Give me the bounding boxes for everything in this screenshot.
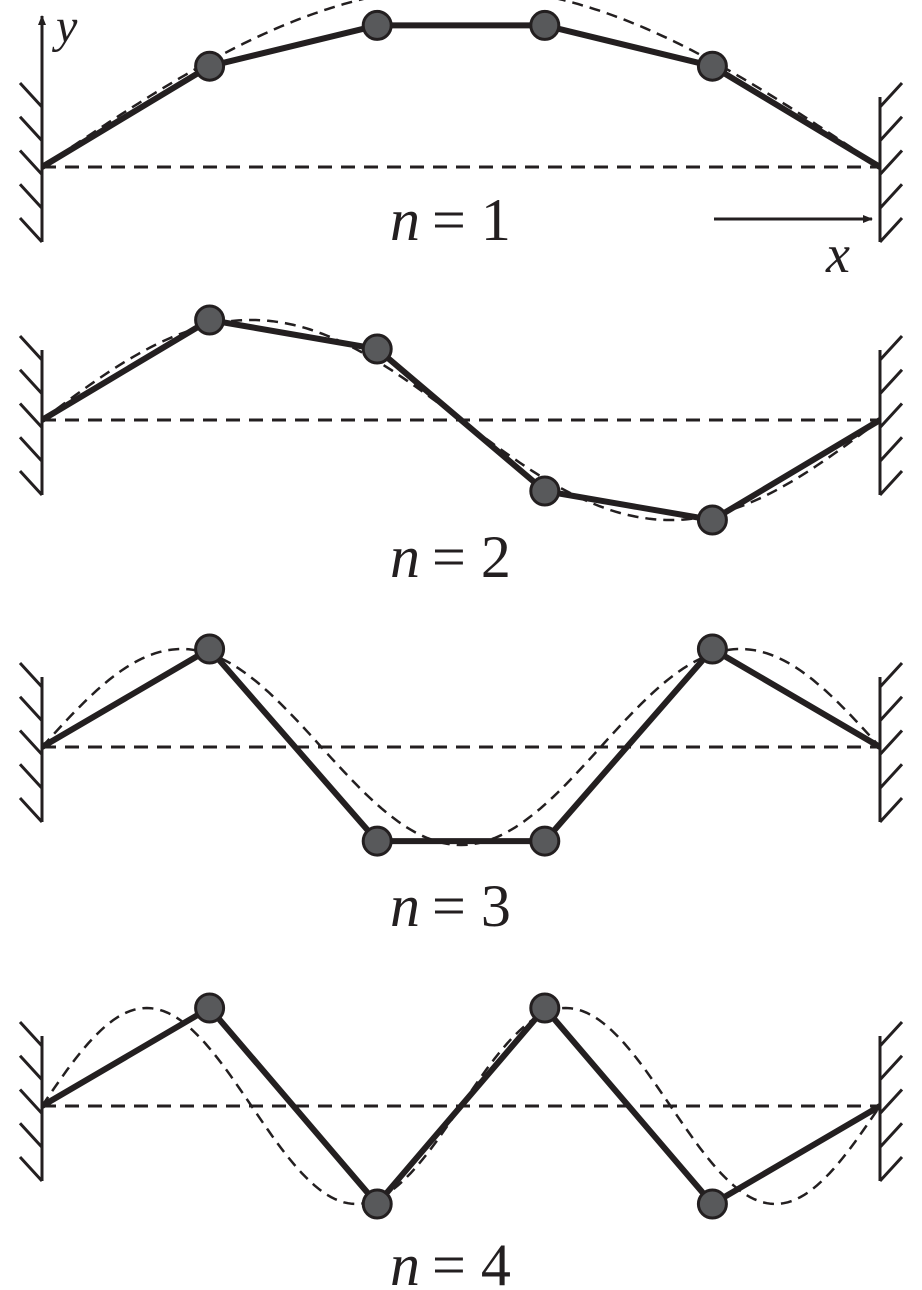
bead-2-3 (529, 475, 561, 507)
bead-1-3 (529, 9, 561, 41)
string-polyline-1 (40, 22, 882, 170)
right-wall-3 (878, 661, 904, 824)
right-wall-1-hatch (878, 149, 904, 176)
left-wall-3-hatch (18, 661, 44, 689)
left-wall-4-hatch (18, 1020, 44, 1048)
left-wall-3 (18, 661, 44, 824)
mode-label-n-2: n (390, 524, 420, 590)
left-wall-1-hatch (18, 115, 44, 142)
left-wall-1-hatch (18, 216, 44, 244)
mode-label-n-3: n (390, 873, 420, 939)
bead-4-3 (529, 992, 561, 1024)
mode-panel-4: n = 4 (18, 992, 904, 1290)
left-wall-1-hatch (18, 81, 44, 109)
right-wall-2-hatch (878, 368, 904, 395)
left-wall-2-hatch (18, 334, 44, 362)
right-wall-2-hatch (878, 334, 904, 362)
bead-1-1 (194, 50, 226, 82)
mode-panel-2: n = 2 (18, 304, 904, 590)
bead-4-2 (361, 1188, 393, 1220)
mode-label-3: n = 3 (390, 873, 511, 939)
bead-4-4 (696, 1188, 728, 1220)
bead-3-2 (361, 825, 393, 857)
mode-label-4: n = 4 (390, 1232, 511, 1290)
left-wall-2-hatch (18, 402, 44, 429)
string-polyline-3 (40, 646, 882, 845)
left-wall-3-hatch (18, 796, 44, 824)
right-wall-1-hatch (878, 216, 904, 244)
mode-label-n-4: n (390, 1232, 420, 1290)
mode-panel-3: n = 3 (18, 633, 904, 939)
left-wall-4-hatch (18, 1155, 44, 1183)
left-wall-4-hatch (18, 1122, 44, 1149)
right-wall-1-hatch (878, 115, 904, 142)
right-wall-4-hatch (878, 1122, 904, 1149)
left-wall-1-hatch (18, 149, 44, 176)
right-wall-4 (878, 1020, 904, 1183)
left-wall-3-hatch (18, 729, 44, 756)
right-wall-3-hatch (878, 729, 904, 756)
mode-label-eq-4: = 4 (432, 1232, 511, 1290)
left-wall-2-hatch (18, 469, 44, 497)
sine-envelope-3 (41, 647, 881, 847)
bead-4-1 (194, 992, 226, 1024)
bead-3-4 (696, 633, 728, 665)
mode-label-2: n = 2 (390, 524, 511, 590)
left-wall-3-hatch (18, 763, 44, 790)
right-wall-3-hatch (878, 695, 904, 722)
right-wall-1-hatch (878, 81, 904, 109)
right-wall-4-hatch (878, 1054, 904, 1081)
right-wall-3-hatch (878, 661, 904, 689)
left-wall-4-hatch (18, 1054, 44, 1081)
left-wall-3-hatch (18, 695, 44, 722)
bead-3-1 (194, 633, 226, 665)
right-wall-3-hatch (878, 763, 904, 790)
left-wall-2-hatch (18, 368, 44, 395)
y-axis-label: y (51, 0, 78, 53)
right-wall-4-hatch (878, 1088, 904, 1115)
left-wall-4 (18, 1020, 44, 1183)
mode-label-eq-3: = 3 (432, 873, 511, 939)
right-wall-2-hatch (878, 402, 904, 429)
left-wall-2 (18, 334, 44, 497)
mode-label-eq-1: = 1 (432, 187, 511, 253)
right-wall-1 (878, 81, 904, 244)
bead-2-1 (194, 304, 226, 336)
bead-1-4 (696, 50, 728, 82)
string-polyline-2 (40, 317, 882, 523)
sine-envelope-1 (41, 0, 881, 169)
right-wall-2-hatch (878, 436, 904, 463)
mode-label-eq-2: = 2 (432, 524, 511, 590)
x-axis-label: x (825, 224, 850, 284)
right-wall-2-hatch (878, 469, 904, 497)
right-wall-2 (878, 334, 904, 497)
left-wall-4-hatch (18, 1088, 44, 1115)
right-wall-1-hatch (878, 183, 904, 210)
mode-panel-1: n = 1 (18, 0, 904, 253)
string-polyline-4 (40, 1005, 882, 1207)
right-wall-4-hatch (878, 1155, 904, 1183)
right-wall-4-hatch (878, 1020, 904, 1048)
mode-label-1: n = 1 (390, 187, 511, 253)
mode-label-n-1: n (390, 187, 420, 253)
bead-2-2 (361, 333, 393, 365)
bead-2-4 (696, 504, 728, 536)
left-wall-2-hatch (18, 436, 44, 463)
left-wall-1-hatch (18, 183, 44, 210)
bead-3-3 (529, 825, 561, 857)
left-wall-1 (18, 81, 44, 244)
bead-1-2 (361, 9, 393, 41)
right-wall-3-hatch (878, 796, 904, 824)
